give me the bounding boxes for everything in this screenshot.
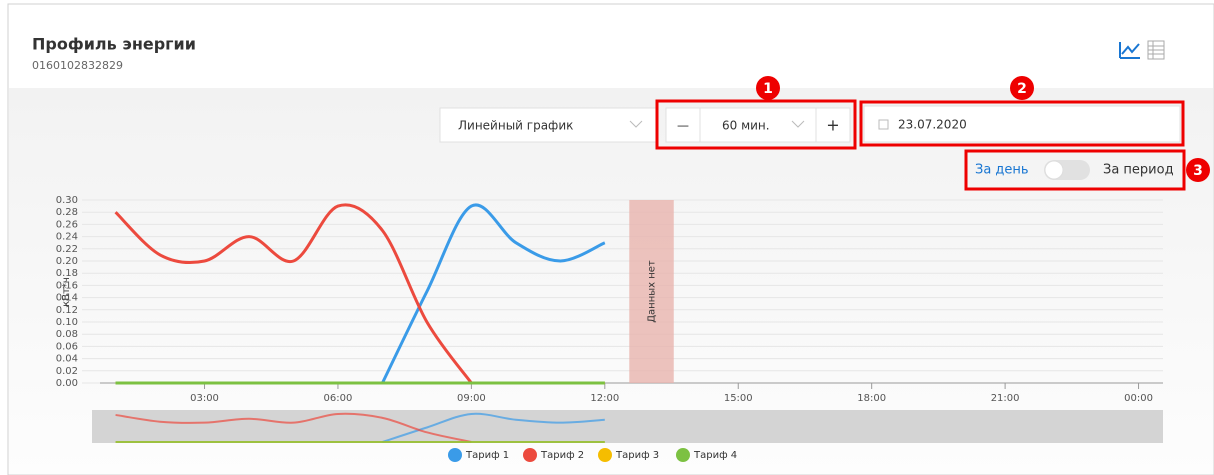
table-icon[interactable] (1147, 40, 1165, 60)
line-chart-icon[interactable] (1119, 42, 1140, 59)
legend-marker (598, 448, 612, 462)
legend-label: Тариф 4 (693, 450, 737, 461)
y-axis-label: кВт*ч (61, 277, 72, 307)
interval: 60 мин. (722, 119, 770, 133)
mode-day[interactable]: За день (975, 163, 1029, 178)
highlight-frame (859, 100, 1185, 147)
navigator-line (115, 412, 472, 443)
legend-marker (523, 448, 537, 462)
y-tick-label: 0.18 (56, 268, 78, 279)
title: Профиль энергии (32, 35, 196, 54)
legend-label: Тариф 3 (615, 450, 659, 461)
legend-label: Тариф 1 (465, 450, 509, 461)
y-tick-label: 0.06 (56, 341, 78, 352)
subtitle: 0160102832829 (32, 59, 123, 72)
y-tick-label: 0.04 (56, 354, 78, 365)
chart-type: Линейный график (458, 119, 573, 133)
series-line (381, 203, 606, 384)
x-tick-label: 21:00 (991, 393, 1020, 404)
legend-marker (676, 448, 690, 462)
y-tick-label: 0.02 (56, 366, 78, 377)
y-tick-label: 0.14 (56, 293, 78, 304)
y-tick-label: 0.24 (56, 232, 78, 243)
x-tick-label: 00:00 (1124, 393, 1153, 404)
x-tick-label: 15:00 (724, 393, 753, 404)
y-tick-label: 0.26 (56, 219, 78, 230)
badge (1186, 158, 1210, 182)
y-tick-label: 0.10 (56, 317, 78, 328)
no-data-label: Данных нет (647, 260, 658, 323)
x-tick-label: 12:00 (590, 393, 619, 404)
y-tick-label: 0.12 (56, 305, 78, 316)
y-tick-label: 0.22 (56, 244, 78, 255)
date-input[interactable] (863, 105, 1181, 143)
no-data-band (629, 200, 674, 383)
y-tick-label: 0.00 (56, 378, 78, 389)
y-tick-label: 0.28 (56, 207, 78, 218)
x-tick-label: 06:00 (324, 393, 353, 404)
plus-label: + (826, 116, 839, 135)
chart-type-select[interactable] (439, 107, 659, 143)
highlight-frame (964, 149, 1186, 191)
badge-label: 1 (763, 81, 773, 97)
x-tick-label: 09:00 (457, 393, 486, 404)
navigator-line (382, 412, 605, 443)
x-tick-label: 03:00 (190, 393, 219, 404)
mode-period[interactable]: За период (1103, 163, 1174, 178)
y-tick-label: 0.30 (56, 195, 78, 206)
x-tick-label: 18:00 (857, 393, 886, 404)
badge-label: 3 (1193, 163, 1203, 179)
navigator (92, 410, 1163, 443)
y-tick-label: 0.08 (56, 329, 78, 340)
mode-switch[interactable] (1044, 160, 1090, 180)
date: 23.07.2020 (898, 118, 967, 132)
legend-marker (448, 448, 462, 462)
legend-label: Тариф 2 (540, 450, 584, 461)
interval-minus[interactable] (665, 107, 701, 143)
interval-select[interactable] (699, 107, 817, 143)
y-tick-label: 0.16 (56, 280, 78, 291)
interval-plus[interactable] (815, 107, 851, 143)
highlight-frame (655, 99, 857, 150)
series-line (114, 203, 473, 384)
badge (756, 76, 780, 100)
minus-label: — (677, 119, 689, 133)
y-tick-label: 0.20 (56, 256, 78, 267)
badge (1010, 76, 1034, 100)
badge-label: 2 (1017, 81, 1027, 97)
